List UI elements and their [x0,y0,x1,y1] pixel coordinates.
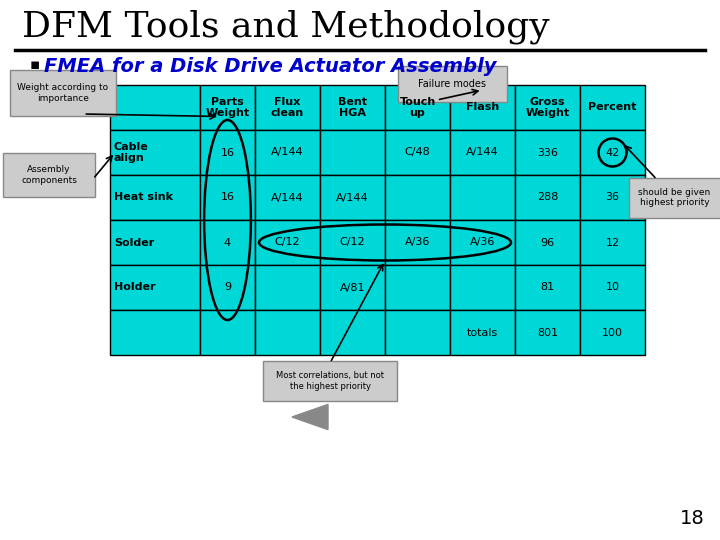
Text: A/144: A/144 [336,192,369,202]
Bar [385,130,450,175]
Text: Holder: Holder [114,282,156,293]
Bar [255,220,320,265]
Text: 36: 36 [606,192,619,202]
Bar [580,220,645,265]
Text: 81: 81 [541,282,554,293]
Text: Failure modes: Failure modes [418,79,487,89]
Bar [110,175,200,220]
Bar [320,85,385,130]
Text: A/36: A/36 [405,238,430,247]
Text: totals: totals [467,327,498,338]
Text: A/144: A/144 [271,192,304,202]
Bar [255,265,320,310]
Text: Gross
Weight: Gross Weight [526,97,570,118]
Text: Most correlations, but not
the highest priority: Most correlations, but not the highest p… [276,372,384,391]
Text: A/36: A/36 [470,238,495,247]
Bar [110,130,200,175]
Bar [255,175,320,220]
Text: A/81: A/81 [340,282,365,293]
Text: Touch
up: Touch up [400,97,436,118]
Bar [320,220,385,265]
Bar [200,130,255,175]
Bar [200,85,255,130]
Bar [515,220,580,265]
Text: Assembly
components: Assembly components [21,165,77,185]
Text: Flux
clean: Flux clean [271,97,304,118]
Bar [450,175,515,220]
Bar [515,310,580,355]
Text: Flash: Flash [466,103,499,112]
FancyBboxPatch shape [629,178,720,218]
Bar [110,85,200,130]
Bar [320,310,385,355]
Bar [320,265,385,310]
Text: Solder: Solder [114,238,154,247]
Bar [385,220,450,265]
Bar [110,310,200,355]
Text: 18: 18 [680,509,705,528]
Bar [320,175,385,220]
Bar [110,220,200,265]
Bar [580,310,645,355]
Bar [450,85,515,130]
Bar [515,265,580,310]
Bar [255,85,320,130]
Text: 801: 801 [537,327,558,338]
Text: 16: 16 [220,192,235,202]
FancyBboxPatch shape [263,361,397,401]
Bar [255,310,320,355]
Polygon shape [292,404,328,430]
Bar [385,85,450,130]
Text: C/48: C/48 [405,147,431,158]
Text: A/144: A/144 [271,147,304,158]
Bar [385,265,450,310]
Text: DFM Tools and Methodology: DFM Tools and Methodology [22,10,549,44]
Text: should be given
highest priority: should be given highest priority [639,188,711,207]
Bar [255,130,320,175]
Text: 10: 10 [606,282,619,293]
FancyBboxPatch shape [10,70,116,116]
Text: 16: 16 [220,147,235,158]
Text: 96: 96 [541,238,554,247]
Bar [200,265,255,310]
Text: Bent
HGA: Bent HGA [338,97,367,118]
Text: 100: 100 [602,327,623,338]
Text: C/12: C/12 [275,238,300,247]
Bar [385,310,450,355]
Text: Cable
align: Cable align [114,141,149,163]
Bar [200,310,255,355]
Bar [110,265,200,310]
Bar [515,85,580,130]
Bar [450,265,515,310]
FancyBboxPatch shape [3,153,95,197]
Text: Parts
Weight: Parts Weight [205,97,250,118]
Text: 4: 4 [224,238,231,247]
Bar [580,265,645,310]
Text: 9: 9 [224,282,231,293]
Text: Heat sink: Heat sink [114,192,173,202]
Bar [515,130,580,175]
Text: ▪: ▪ [30,57,40,72]
Bar [580,85,645,130]
Bar [450,220,515,265]
Bar [200,220,255,265]
Text: 42: 42 [606,147,620,158]
Text: A/144: A/144 [466,147,499,158]
FancyBboxPatch shape [398,66,507,102]
Bar [450,310,515,355]
Text: Weight according to
importance: Weight according to importance [17,83,109,103]
Bar [200,175,255,220]
Bar [580,130,645,175]
Bar [320,130,385,175]
Text: FMEA for a Disk Drive Actuator Assembly: FMEA for a Disk Drive Actuator Assembly [44,57,497,76]
Text: 336: 336 [537,147,558,158]
Bar [580,175,645,220]
Text: 288: 288 [537,192,558,202]
Text: Percent: Percent [588,103,636,112]
Text: C/12: C/12 [340,238,365,247]
Bar [385,175,450,220]
Text: 12: 12 [606,238,620,247]
Bar [515,175,580,220]
Bar [450,130,515,175]
